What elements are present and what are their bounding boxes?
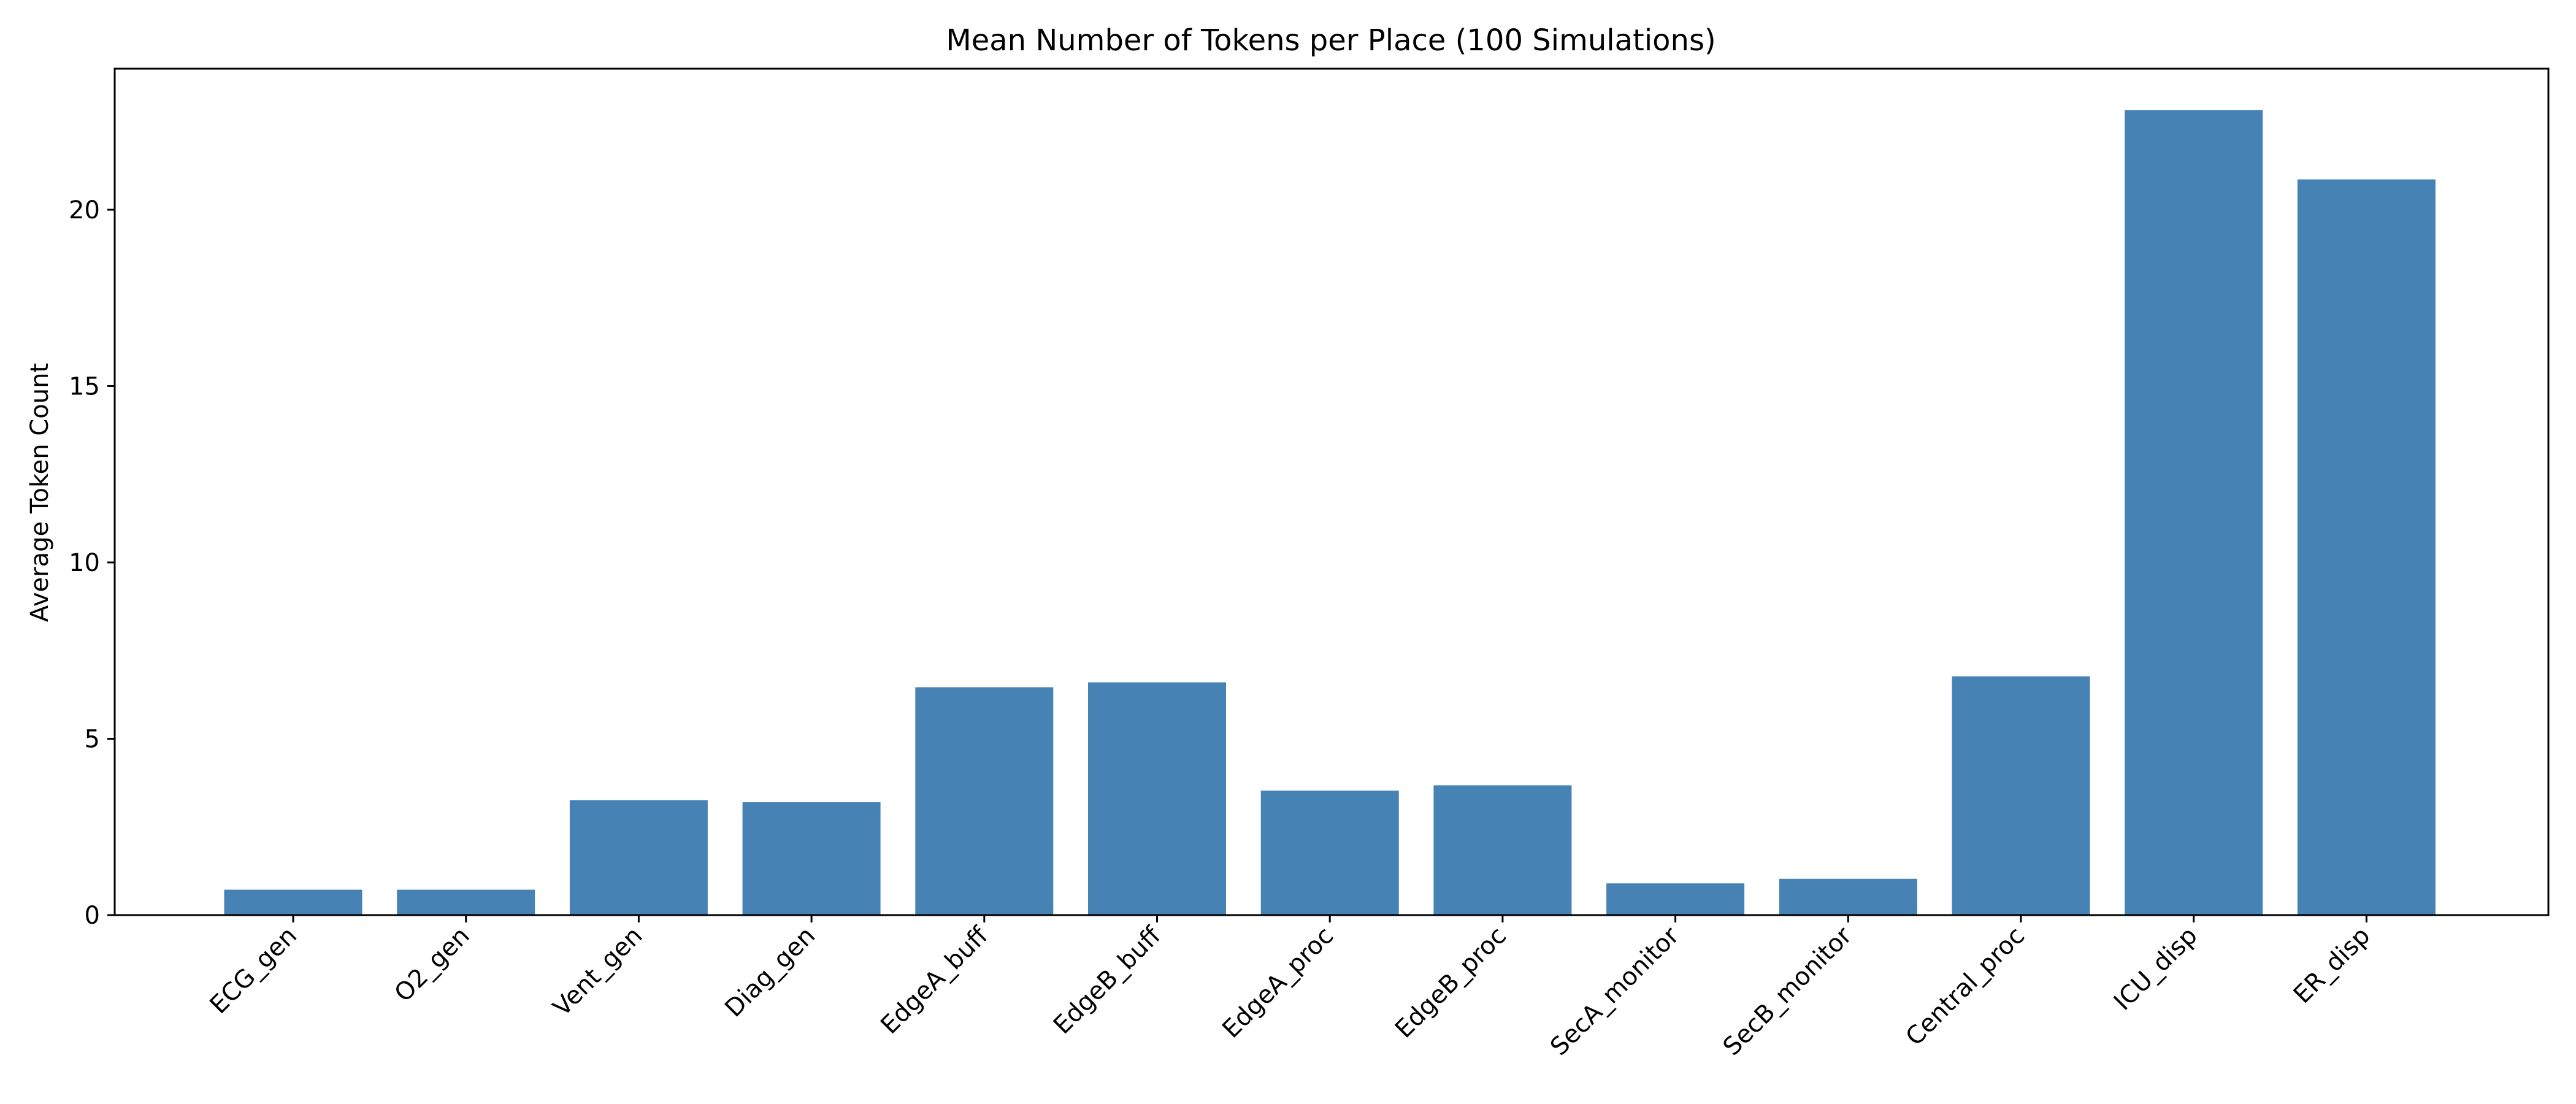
x-tick-label: O2_gen <box>389 922 475 1008</box>
y-tick-label: 5 <box>85 726 100 754</box>
bar-seca-monitor <box>1606 883 1745 916</box>
bar-secb-monitor <box>1779 878 1917 915</box>
y-axis-label: Average Token Count <box>26 363 54 622</box>
bars-layer <box>224 110 2436 916</box>
y-tick-label: 20 <box>69 196 100 224</box>
x-tick-label: EdgeA_buff <box>875 921 994 1040</box>
y-tick-label: 15 <box>69 373 100 401</box>
bar-ecg-gen <box>224 889 362 915</box>
bar-edgea-proc <box>1260 791 1399 915</box>
x-tick-label: EdgeA_proc <box>1217 922 1339 1044</box>
x-tick-label: Vent_gen <box>548 922 648 1022</box>
plot-frame <box>113 67 2550 916</box>
x-tick-label: ICU_disp <box>2109 922 2203 1016</box>
x-tick-label: EdgeB_buff <box>1048 921 1167 1040</box>
bar-edgeb-buff <box>1088 682 1226 915</box>
ticks-layer: ECG_gen O2_gen Vent_gen Diag_gen EdgeA_buff E… <box>69 196 2375 1061</box>
chart-title: Mean Number of Tokens per Place (100 Sim… <box>946 23 1715 58</box>
bar-diag-gen <box>742 802 881 915</box>
bar-vent-gen <box>569 800 708 915</box>
bar-central-proc <box>1952 676 2090 915</box>
y-tick-label: 0 <box>85 902 100 930</box>
bar-icu-disp <box>2125 110 2263 915</box>
bar-edgea-buff <box>915 687 1054 915</box>
y-tick-label: 10 <box>69 549 100 577</box>
bar-edgeb-proc <box>1433 785 1572 915</box>
bar-o2-gen <box>397 889 535 915</box>
bar-er-disp <box>2297 179 2436 915</box>
x-tick-label: EdgeB_proc <box>1390 922 1512 1044</box>
x-tick-label: ECG_gen <box>205 922 302 1019</box>
x-tick-label: SecA_monitor <box>1545 921 1685 1061</box>
x-tick-label: SecB_monitor <box>1718 921 1858 1061</box>
x-tick-label: Diag_gen <box>719 922 821 1023</box>
x-tick-label: ER_disp <box>2288 922 2376 1010</box>
x-tick-label: Central_proc <box>1901 922 2030 1051</box>
